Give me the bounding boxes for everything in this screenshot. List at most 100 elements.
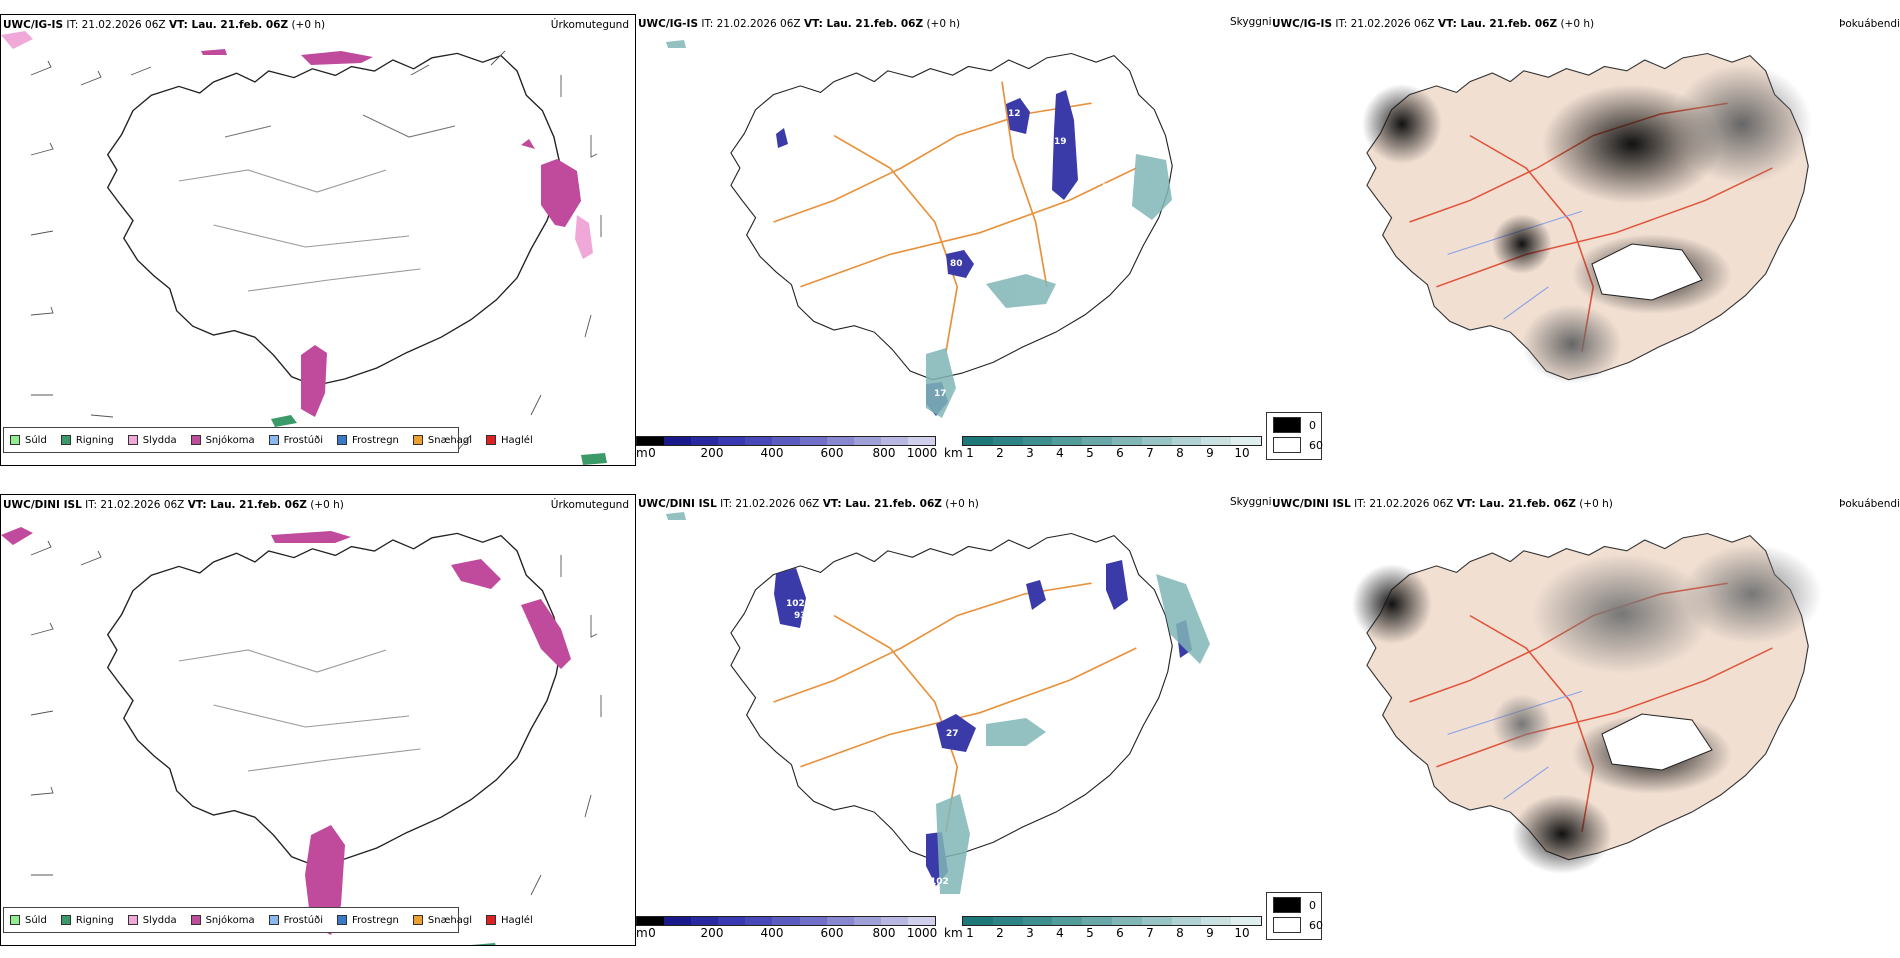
ceiling-label: 93 xyxy=(794,611,807,621)
visibility-tick: 6 xyxy=(1116,446,1124,460)
visibility-tick: 4 xyxy=(1056,446,1064,460)
precip-type-panel: UWC/IG-IS IT: 21.02.2026 06Z VT: Lau. 21… xyxy=(0,14,636,466)
precip-map xyxy=(1,527,602,945)
ceiling-label: 126 xyxy=(1100,157,1119,167)
legend-item: Súld xyxy=(10,915,47,926)
precip-legend: Súld Rigning Slydda Snjókoma Frostúði Fr… xyxy=(3,907,533,933)
panel-header: UWC/DINI ISL IT: 21.02.2026 06Z VT: Lau.… xyxy=(638,498,979,510)
ceiling-tick: 400 xyxy=(760,446,784,460)
row-ig-is: UWC/IG-IS IT: 21.02.2026 06Z VT: Lau. 21… xyxy=(0,0,1900,478)
precip-type-panel: UWC/DINI ISL IT: 21.02.2026 06Z VT: Lau.… xyxy=(0,494,636,946)
ceiling-tick: 0 xyxy=(648,926,656,940)
panel-header: UWC/DINI ISL IT: 21.02.2026 06Z VT: Lau.… xyxy=(3,499,344,511)
legend-item: Snjókoma xyxy=(190,915,255,926)
visibility-tick: 9 xyxy=(1206,926,1214,940)
cloud-map xyxy=(1362,52,1812,384)
visibility-tick: 8 xyxy=(1176,446,1184,460)
legend-item: Slydda xyxy=(127,915,177,926)
cloud-fields xyxy=(1362,64,1812,384)
ceiling-label: 23 xyxy=(1098,129,1111,139)
ceiling-map: 102 93 27 102 xyxy=(666,512,1210,894)
ceiling-label: 19 xyxy=(1054,137,1067,147)
cloud-legend-item: 60 xyxy=(1273,917,1323,933)
ceiling-label: 51 xyxy=(1102,183,1115,193)
wind-barbs xyxy=(30,50,602,452)
ceiling-label: 80 xyxy=(950,259,963,269)
ceiling-tick: 800 xyxy=(872,446,896,460)
visibility-areas xyxy=(666,40,1172,418)
cloud-panel: UWC/DINI ISL IT: 21.02.2026 06Z VT: Lau.… xyxy=(1272,494,1900,946)
visibility-colorbar xyxy=(962,916,1262,926)
cloud-legend-item: 0 xyxy=(1273,897,1316,913)
ceiling-label: 27 xyxy=(946,729,959,739)
visibility-tick: 1 xyxy=(966,446,974,460)
legend-item: Haglél xyxy=(486,915,533,926)
visibility-tick: 2 xyxy=(996,446,1004,460)
legend-item: Súld xyxy=(10,435,47,446)
panel-header: UWC/IG-IS IT: 21.02.2026 06Z VT: Lau. 21… xyxy=(3,19,326,31)
snow-areas xyxy=(201,49,581,417)
cloud-fields xyxy=(1352,544,1822,874)
cloud-legend-item: 60 xyxy=(1273,437,1323,453)
ceiling-tick: 1000 xyxy=(906,446,938,460)
visibility-tick: 6 xyxy=(1116,926,1124,940)
ceiling-tick: 800 xyxy=(872,926,896,940)
panel-title: Þokuábendi xyxy=(1839,498,1900,510)
visibility-tick: 10 xyxy=(1234,446,1250,460)
visibility-tick: 4 xyxy=(1056,926,1064,940)
visibility-tick: 3 xyxy=(1026,446,1034,460)
ceiling-visibility-panel: 12 124 23 19 126 51 80 17 UWC/IG-IS IT: … xyxy=(636,14,1272,466)
ceiling-label: 12 xyxy=(1008,109,1021,119)
ceiling-value-labels: 12 124 23 19 126 51 80 17 xyxy=(934,109,1125,399)
ceiling-tick: 200 xyxy=(700,926,724,940)
ceiling-tick: 600 xyxy=(820,926,844,940)
visibility-tick: 9 xyxy=(1206,446,1214,460)
panel-header: UWC/DINI ISL IT: 21.02.2026 06Z VT: Lau.… xyxy=(1272,498,1613,510)
sleet-areas xyxy=(1,31,593,259)
rain-areas xyxy=(271,415,607,465)
legend-item: Frostúði xyxy=(268,435,323,446)
ceiling-label: 102 xyxy=(786,599,805,609)
visibility-tick: 5 xyxy=(1086,446,1094,460)
legend-item: Snæhagl xyxy=(412,915,472,926)
legend-item: Frostregn xyxy=(337,435,399,446)
visibility-tick: 5 xyxy=(1086,926,1094,940)
row-dini-isl: UWC/DINI ISL IT: 21.02.2026 06Z VT: Lau.… xyxy=(0,480,1900,958)
visibility-tick: 2 xyxy=(996,926,1004,940)
ceiling-tick: 600 xyxy=(820,446,844,460)
visibility-tick: 3 xyxy=(1026,926,1034,940)
legend-item: Frostúði xyxy=(268,915,323,926)
ceiling-label: 102 xyxy=(930,877,949,887)
panel-title: Skyggni xyxy=(1230,16,1272,28)
wind-barbs xyxy=(30,540,602,896)
ceiling-map: 12 124 23 19 126 51 80 17 xyxy=(666,40,1173,418)
ceiling-tick: 0 xyxy=(648,446,656,460)
visibility-tick: 7 xyxy=(1146,926,1154,940)
ceiling-tick: 400 xyxy=(760,926,784,940)
visibility-areas xyxy=(666,512,1210,894)
legend-item: Rigning xyxy=(60,915,114,926)
cloud-legend-item: 0 xyxy=(1273,417,1316,433)
legend-item: Snæhagl xyxy=(412,435,472,446)
panel-title: Skyggni xyxy=(1230,496,1272,508)
ceiling-tick: 200 xyxy=(700,446,724,460)
visibility-tick: 7 xyxy=(1146,446,1154,460)
cloud-legend: 0 60 xyxy=(1266,892,1323,940)
panel-header: UWC/IG-IS IT: 21.02.2026 06Z VT: Lau. 21… xyxy=(638,18,961,30)
legend-item: Frostregn xyxy=(337,915,399,926)
panel-header: UWC/IG-IS IT: 21.02.2026 06Z VT: Lau. 21… xyxy=(1272,18,1595,30)
ceiling-tick: 1000 xyxy=(906,926,938,940)
precip-legend: Súld Rigning Slydda Snjókoma Frostúði Fr… xyxy=(3,427,533,453)
legend-item: Slydda xyxy=(127,435,177,446)
panel-title: Úrkomutegund xyxy=(550,499,629,511)
visibility-colorbar xyxy=(962,436,1262,446)
visibility-unit: km xyxy=(944,446,963,460)
visibility-tick: 8 xyxy=(1176,926,1184,940)
panel-title: Úrkomutegund xyxy=(550,19,629,31)
ceiling-unit: m xyxy=(636,446,648,460)
ceiling-colorbar xyxy=(636,436,936,446)
ceiling-value-labels: 102 93 27 102 xyxy=(786,599,959,887)
panel-title: Þokuábendi xyxy=(1839,18,1900,30)
ceiling-colorbar xyxy=(636,916,936,926)
ceiling-label: 17 xyxy=(934,389,947,399)
